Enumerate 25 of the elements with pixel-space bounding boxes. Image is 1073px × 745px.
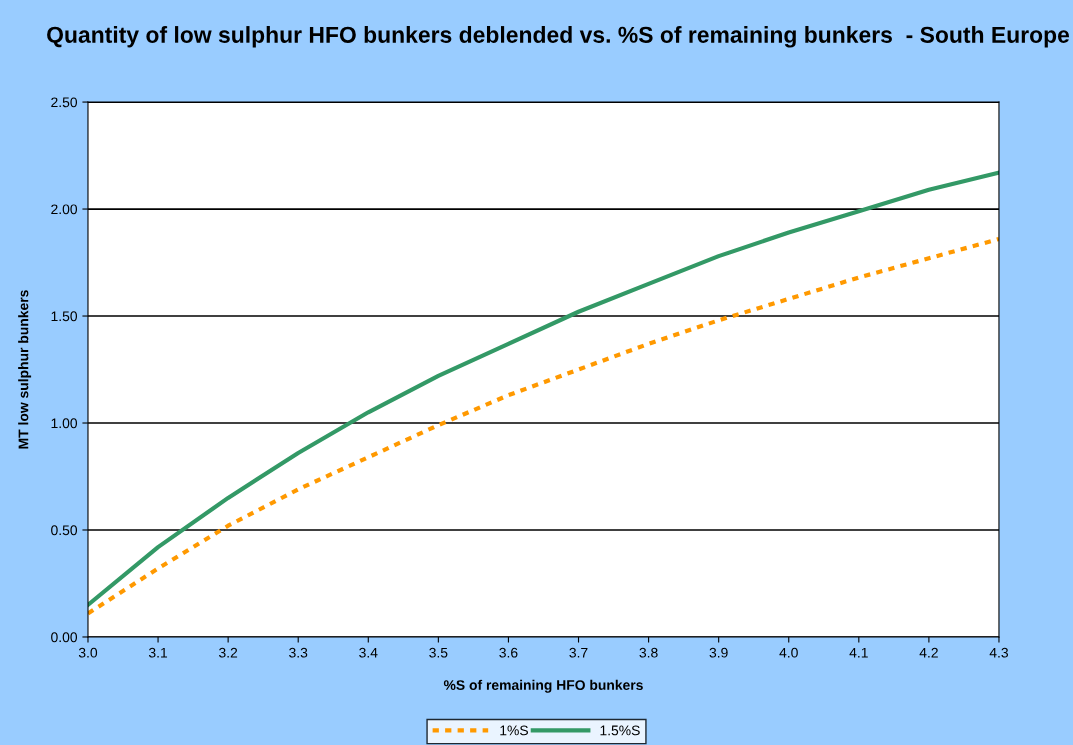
y-tick-label: 0.50 (51, 525, 78, 536)
x-tick-label: 3.3 (289, 647, 308, 658)
x-tick-label: 4.2 (919, 647, 938, 658)
x-tick-label: 3.0 (78, 647, 98, 658)
x-tick-label: 3.9 (709, 647, 728, 658)
x-tick-label: 4.1 (849, 647, 868, 658)
x-tick-label: 3.6 (499, 647, 518, 658)
x-tick-label: 4.0 (779, 647, 798, 658)
legend-label: 1.5%S (600, 725, 640, 736)
y-axis-title: MT low sulphur bunkers (18, 290, 32, 449)
x-tick-label: 4.3 (989, 647, 1009, 658)
x-axis-title: %S of remaining HFO bunkers (443, 679, 643, 693)
y-tick-label: 1.50 (51, 311, 78, 322)
chart-title: Quantity of low sulphur HFO bunkers deblended vs. %S of remaining bunkers - South Europe (47, 26, 1070, 48)
legend-label: 1%S (500, 725, 528, 736)
y-tick-label: 2.50 (51, 97, 78, 108)
x-tick-label: 3.8 (639, 647, 658, 658)
y-tick-label: 0.00 (51, 632, 78, 643)
x-tick-label: 3.7 (569, 647, 588, 658)
y-tick-label: 2.00 (51, 204, 78, 215)
x-tick-label: 3.4 (359, 647, 378, 658)
x-tick-label: 3.1 (148, 647, 168, 658)
x-tick-label: 3.2 (219, 647, 238, 658)
x-tick-label: 3.5 (429, 647, 448, 658)
y-tick-label: 1.00 (51, 418, 78, 429)
